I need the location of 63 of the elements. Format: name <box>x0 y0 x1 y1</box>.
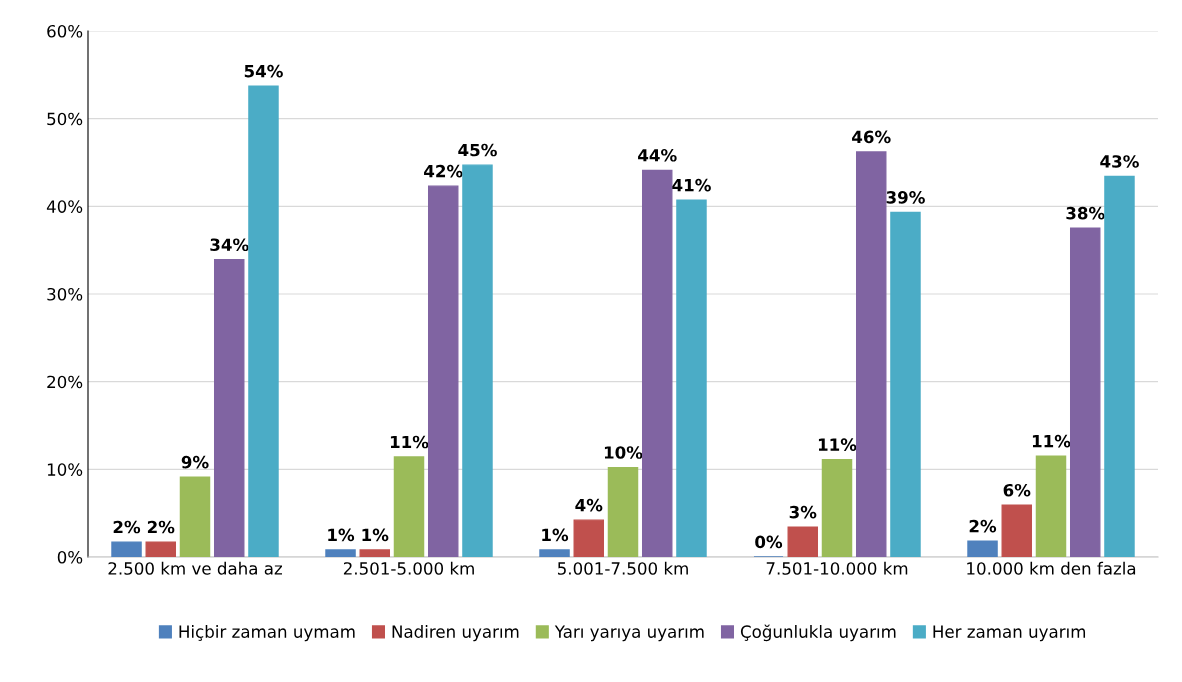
data-label: 39% <box>886 191 925 204</box>
bar <box>427 185 459 557</box>
x-tick-label: 5.001-7.500 km <box>557 561 688 575</box>
bar <box>462 164 493 557</box>
y-tick-label: 10% <box>47 463 83 476</box>
bar <box>573 519 605 557</box>
legend-label: Çoğunlukla uyarım <box>740 624 896 642</box>
y-tick-label: 30% <box>47 287 83 301</box>
bar <box>855 151 887 557</box>
bar <box>145 541 177 557</box>
data-label: 2% <box>147 520 175 534</box>
data-label: 3% <box>789 505 817 519</box>
bar <box>539 549 570 557</box>
data-label: 41% <box>672 178 711 192</box>
data-label: 2% <box>113 520 141 534</box>
data-label: 11% <box>390 435 429 449</box>
data-label: 11% <box>1032 434 1071 448</box>
bar <box>890 211 921 557</box>
data-label: 43% <box>1100 155 1139 168</box>
legend-label: Nadiren uyarım <box>392 625 519 642</box>
legend-label: Yarı yarıya uyarım <box>554 625 704 642</box>
data-label: 10% <box>604 446 643 459</box>
y-tick-label: 0% <box>57 550 83 564</box>
data-label: 1% <box>542 528 569 542</box>
legend-label: Hiçbir zaman uymam <box>179 625 355 642</box>
data-label: 9% <box>181 455 209 469</box>
data-label: 46% <box>852 130 891 144</box>
data-label: 4% <box>575 498 603 512</box>
bar <box>1104 175 1135 557</box>
bar <box>325 549 356 557</box>
bar <box>641 169 673 557</box>
data-label: 54% <box>244 64 283 78</box>
data-label: 6% <box>1003 483 1031 497</box>
bar <box>821 458 853 557</box>
bar <box>248 85 279 557</box>
x-tick-label: 2.501-5.000 km <box>343 561 474 575</box>
data-label: 45% <box>458 143 497 157</box>
data-label: 11% <box>818 438 857 451</box>
bar <box>1035 455 1067 557</box>
legend-label: Her zaman uyarım <box>933 625 1086 642</box>
bar <box>787 526 819 557</box>
data-label: 1% <box>328 528 355 542</box>
y-tick-label: 60% <box>47 24 83 38</box>
bar <box>111 541 142 557</box>
x-tick-label: 2.500 km ve daha az <box>108 561 282 575</box>
x-tick-label: 7.501-10.000 km <box>766 561 908 575</box>
y-tick-label: 20% <box>47 375 83 389</box>
data-label: 2% <box>969 519 997 533</box>
data-label: 1% <box>362 528 389 542</box>
y-tick-label: 50% <box>47 112 83 126</box>
y-tick-label: 40% <box>46 200 83 213</box>
bar <box>676 199 707 557</box>
x-tick-label: 10.000 km den fazla <box>967 561 1136 575</box>
bar <box>393 456 425 557</box>
data-label: 0% <box>755 535 783 549</box>
bar <box>179 476 211 557</box>
bar <box>213 259 245 557</box>
bar <box>1069 227 1101 557</box>
data-label: 44% <box>638 149 677 162</box>
bar <box>359 549 391 557</box>
bar <box>967 540 998 557</box>
bar <box>607 466 639 557</box>
bar <box>1001 504 1033 557</box>
